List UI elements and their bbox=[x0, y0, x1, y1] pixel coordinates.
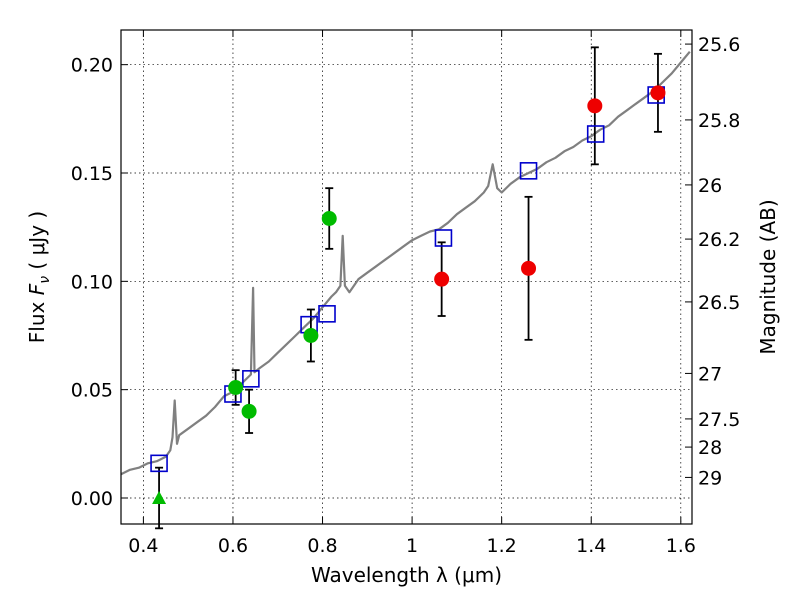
mag-tick-label: 27.5 bbox=[698, 409, 740, 431]
plot-frame bbox=[120, 29, 693, 525]
model-photometry-square bbox=[150, 454, 168, 473]
y-axis-label: Flux Fν ( μJy ) bbox=[25, 211, 53, 343]
observed-flux-circle bbox=[650, 85, 666, 101]
observed-flux-circle bbox=[587, 98, 603, 114]
x-tick-label: 1.6 bbox=[666, 535, 696, 557]
mag-tick-label: 27 bbox=[698, 363, 722, 385]
model-spectrum-line bbox=[120, 50, 691, 476]
x-tick-label: 0.4 bbox=[128, 535, 158, 557]
model-spectrum bbox=[120, 50, 691, 476]
data-points bbox=[150, 85, 666, 504]
observed-flux-circle bbox=[241, 403, 257, 419]
y-tick-label: 0.00 bbox=[71, 488, 113, 510]
mag-tick-label: 29 bbox=[698, 467, 722, 489]
mag-tick-label: 25.8 bbox=[698, 110, 740, 132]
observed-flux-circle bbox=[434, 271, 450, 287]
observed-flux-circle bbox=[303, 328, 319, 343]
ticks: 0.4 0.6 0.8 1 1.2 1.4 1.6 0.00 0.05 0.10 0.15 0.20 2… bbox=[71, 30, 740, 557]
x-tick-label: 1.2 bbox=[487, 535, 517, 557]
model-photometry-square bbox=[318, 305, 336, 323]
x-tick-label: 1.4 bbox=[576, 535, 606, 557]
y-tick-label: 0.10 bbox=[71, 271, 113, 293]
y2-axis-label: Magnitude (AB) bbox=[756, 199, 780, 354]
mag-tick-label: 26.5 bbox=[698, 292, 740, 314]
model-photometry-square bbox=[242, 370, 260, 388]
model-photometry-square bbox=[434, 229, 453, 247]
observed-flux-circle bbox=[321, 211, 337, 226]
grid bbox=[121, 30, 692, 524]
mag-tick-label: 26 bbox=[698, 175, 722, 197]
observed-flux-circle bbox=[521, 260, 537, 276]
model-photometry-square bbox=[586, 125, 605, 143]
error-bars bbox=[155, 46, 662, 530]
x-axis-label: Wavelength λ (μm) bbox=[311, 563, 502, 587]
y-tick-label: 0.15 bbox=[71, 163, 113, 185]
model-photometry-square bbox=[519, 162, 538, 180]
x-tick-label: 0.6 bbox=[218, 535, 248, 557]
observed-flux-circle bbox=[228, 380, 244, 395]
mag-tick-label: 28 bbox=[698, 437, 722, 459]
x-tick-label: 1 bbox=[406, 535, 418, 557]
y-tick-label: 0.20 bbox=[71, 55, 113, 77]
mag-tick-label: 25.6 bbox=[698, 34, 740, 56]
x-tick-label: 0.8 bbox=[307, 535, 337, 557]
y-tick-label: 0.05 bbox=[71, 380, 113, 402]
upper-limit-triangle bbox=[152, 491, 167, 504]
mag-tick-label: 26.2 bbox=[698, 229, 740, 251]
